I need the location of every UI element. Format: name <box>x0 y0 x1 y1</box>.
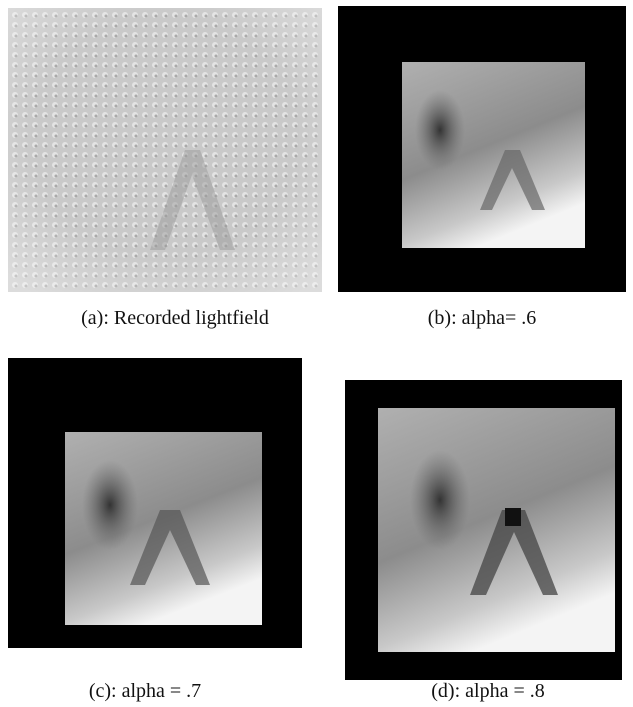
caption: (b): alpha= .6 <box>428 307 536 329</box>
panel-b-image <box>338 6 626 292</box>
caption: (c): alpha = .7 <box>89 680 201 702</box>
figure: (a): Recorded lightfield (b): alpha= .6 … <box>0 0 633 707</box>
panel-c-image <box>8 358 302 648</box>
caption: (d): alpha = .8 <box>431 680 544 702</box>
panel-d-image <box>345 380 622 680</box>
caption: (a): Recorded lightfield <box>81 307 269 329</box>
panel-a-image <box>8 8 322 292</box>
figure-canvas: (a): Recorded lightfield (b): alpha= .6 … <box>0 0 633 707</box>
